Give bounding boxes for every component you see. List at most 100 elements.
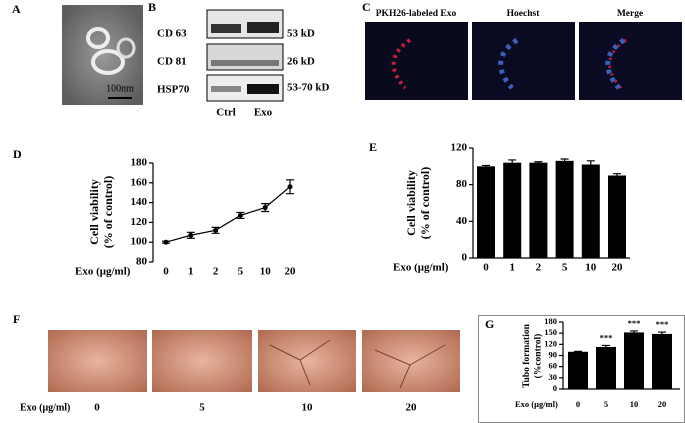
x-axis-label: Exo (μg/ml) xyxy=(20,402,70,413)
panel-label: B xyxy=(148,0,156,14)
bar xyxy=(529,162,548,258)
lane-label: Ctrl xyxy=(216,107,236,119)
y-axis-label: (%control) xyxy=(533,334,544,379)
y-tick-label: 120 xyxy=(544,338,557,348)
vesicle xyxy=(91,49,125,75)
x-tick-label: 5 xyxy=(604,399,608,409)
fluorescence-image xyxy=(365,22,468,100)
point xyxy=(287,184,293,190)
panel-label: E xyxy=(369,140,377,154)
y-tick-label: 150 xyxy=(544,327,557,337)
blot xyxy=(206,43,284,71)
y-tick-label: 140 xyxy=(131,196,148,208)
error-bar xyxy=(574,350,582,353)
image-category: 20 xyxy=(406,402,418,414)
significance: *** xyxy=(656,319,669,329)
bar xyxy=(568,351,588,389)
bar xyxy=(652,333,672,389)
y-tick-label: 160 xyxy=(131,176,148,188)
y-tick-label: 40 xyxy=(456,215,468,227)
error-bar xyxy=(602,344,610,350)
y-tick-label: 30 xyxy=(549,372,558,382)
blot-size: 53 kD xyxy=(287,28,315,40)
red-signal xyxy=(391,38,412,90)
panel-label: C xyxy=(362,0,371,14)
panel-label: A xyxy=(12,2,21,16)
y-axis-label: Cell viability xyxy=(404,170,418,236)
blot-row-label: HSP70 xyxy=(157,84,190,96)
band xyxy=(211,24,241,33)
panel-label: D xyxy=(13,147,22,161)
image-category: 5 xyxy=(199,402,205,414)
x-tick-label: 20 xyxy=(612,262,624,274)
lane-label: Exo xyxy=(254,107,273,119)
image-title: Merge xyxy=(617,9,643,19)
x-tick-label: 1 xyxy=(188,266,194,278)
point xyxy=(188,232,194,238)
x-tick-label: 0 xyxy=(483,262,489,274)
error-bar xyxy=(560,158,569,164)
error-bar xyxy=(658,331,666,337)
tube-network xyxy=(269,339,446,389)
y-tick-label: 120 xyxy=(131,216,148,228)
x-tick-label: 2 xyxy=(536,262,542,274)
bar xyxy=(581,164,600,258)
bar xyxy=(624,332,644,389)
y-tick-label: 100 xyxy=(131,236,148,248)
blue-signal xyxy=(605,37,626,90)
band xyxy=(247,22,279,33)
band xyxy=(211,86,241,92)
blot-row-label: CD 81 xyxy=(157,56,187,68)
y-axis-label: (% of control) xyxy=(418,167,432,239)
y-tick-label: 80 xyxy=(456,178,468,190)
x-tick-label: 5 xyxy=(562,262,568,274)
error-bar xyxy=(508,159,517,167)
x-tick-label: 2 xyxy=(213,266,219,278)
significance: *** xyxy=(628,318,641,328)
image-category: 10 xyxy=(302,402,314,414)
y-tick-label: 80 xyxy=(136,256,148,268)
bar xyxy=(503,162,522,258)
blot-size: 26 kD xyxy=(287,56,315,68)
panel-label: G xyxy=(485,317,494,331)
significance: *** xyxy=(600,332,613,342)
x-tick-label: 5 xyxy=(238,266,244,278)
bar xyxy=(555,160,574,258)
error-bar xyxy=(586,160,595,169)
blot-row-label: CD 63 xyxy=(157,28,187,40)
line xyxy=(165,186,291,243)
x-tick-label: 10 xyxy=(585,262,597,274)
bar xyxy=(608,175,626,258)
panel-label: F xyxy=(13,312,20,326)
y-tick-label: 0 xyxy=(462,252,468,264)
point xyxy=(163,239,169,245)
band xyxy=(247,84,279,94)
band xyxy=(211,60,279,66)
y-axis-label: Tubo formation xyxy=(522,323,532,388)
image-category: 0 xyxy=(94,402,100,414)
x-axis-label: Exo (μg/ml) xyxy=(75,266,131,278)
image-title: PKH26-labeled Exo xyxy=(376,9,457,19)
error-bar xyxy=(613,173,621,178)
point xyxy=(237,212,243,218)
y-tick-label: 60 xyxy=(549,361,558,371)
x-tick-label: 20 xyxy=(285,266,297,278)
vesicle xyxy=(86,27,110,49)
bar xyxy=(596,346,616,389)
point xyxy=(213,227,219,233)
point xyxy=(262,205,268,211)
image-title: Hoechst xyxy=(507,9,541,19)
blot-size: 53-70 kD xyxy=(287,82,330,94)
scale-bar-label: 100nm xyxy=(106,83,134,94)
x-axis-label: Exo (μg/ml) xyxy=(515,399,558,409)
y-tick-label: 90 xyxy=(549,349,558,359)
y-tick-label: 120 xyxy=(451,142,468,154)
tube-image xyxy=(258,330,356,392)
y-axis-label: Cell viability xyxy=(87,179,101,245)
y-tick-label: 180 xyxy=(131,157,148,169)
error-bar xyxy=(630,330,638,335)
bar xyxy=(477,166,495,258)
blue-signal xyxy=(498,37,519,90)
error-bar xyxy=(482,164,490,168)
